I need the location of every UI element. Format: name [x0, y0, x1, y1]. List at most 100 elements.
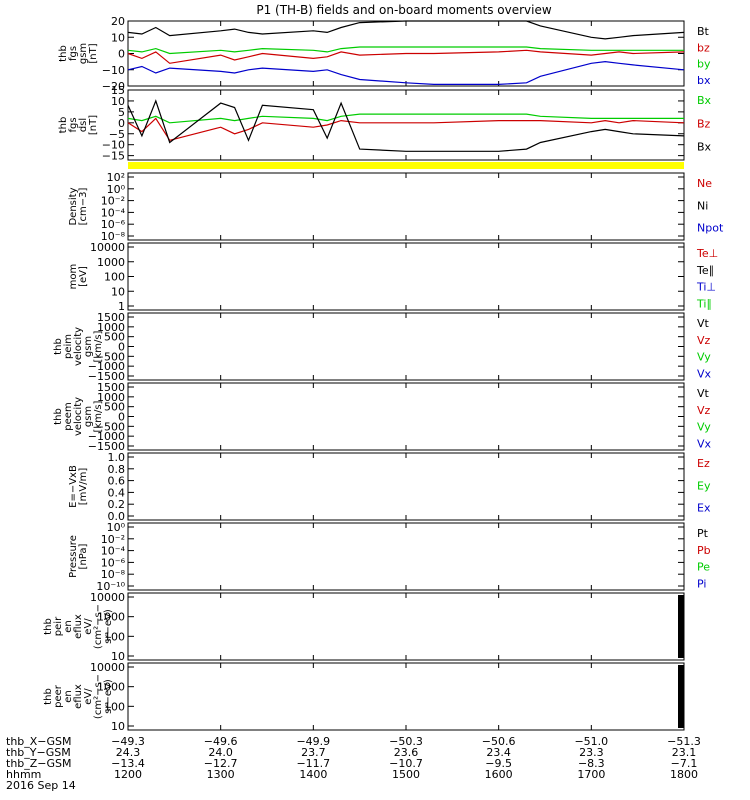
panel-frame: [127, 522, 685, 591]
legend-entry: Ne: [697, 177, 712, 190]
y-axis-label: velocity: [73, 327, 84, 366]
y-axis-label: sr−eV): [103, 609, 114, 644]
y-tick-label: 10⁻⁶: [101, 556, 126, 569]
y-tick-label: 15: [111, 84, 125, 97]
y-tick-label: 10: [111, 650, 125, 663]
y-tick-label: 0: [118, 48, 125, 61]
x-tick-label: 23.4: [486, 746, 511, 759]
x-tick-label: −50.6: [482, 735, 516, 748]
legend-entry: Vy: [697, 351, 711, 364]
panel-fgs-gsm: 20 10 0 −10 −20 thb fgs gsm [nT] Bt bz by bx: [58, 15, 711, 93]
panel-frame: [127, 662, 685, 731]
x-tick-label: −10.7: [389, 757, 423, 770]
series-line-bz: [127, 49, 685, 64]
y-axis-label: dsl: [78, 118, 89, 132]
legend-entry: Ez: [697, 457, 710, 470]
y-tick-label: 10⁻⁴: [101, 545, 126, 558]
y-axis-label: peem: [63, 402, 74, 430]
legend-entry: Npot: [697, 222, 724, 235]
y-axis-label: eflux: [73, 684, 84, 709]
y-tick-label: 0.6: [108, 475, 126, 488]
y-axis-label: peir: [53, 616, 64, 636]
y-tick-label: 20: [111, 15, 125, 28]
y-tick-label: 1000: [97, 681, 125, 694]
y-axis-label: thb: [43, 688, 54, 705]
legend-entry: Bx: [697, 141, 712, 154]
y-tick-label: 100: [104, 630, 125, 643]
y-tick-label: 1500: [97, 311, 125, 324]
y-axis-label: fgs: [68, 46, 79, 61]
legend-entry: bx: [697, 74, 711, 87]
x-tick-label: 1400: [299, 768, 327, 781]
y-tick-label: 1000: [97, 611, 125, 624]
y-tick-label: 10000: [90, 241, 125, 254]
status-bar: [128, 162, 684, 169]
x-tick-label: 23.6: [394, 746, 419, 759]
y-tick-label: 100: [104, 700, 125, 713]
legend-entry: Bx: [697, 94, 712, 107]
legend-entry: Bt: [697, 25, 710, 38]
x-tick-label: −49.9: [296, 735, 330, 748]
x-tick-label: 23.3: [579, 746, 604, 759]
legend-entry: Vz: [697, 334, 711, 347]
y-tick-label: 10⁻⁸: [101, 230, 126, 243]
series-line-bx: [127, 60, 685, 86]
legend-entry: Ni: [697, 199, 708, 212]
x-row-label: thb_Y−GSM: [6, 746, 71, 759]
y-axis-label: thb: [58, 45, 69, 62]
legend-entry: Te⊥: [696, 247, 718, 260]
y-axis-label: (cm²−s−: [93, 604, 104, 649]
y-tick-label: 10000: [90, 591, 125, 604]
y-tick-label: 0.2: [108, 498, 126, 511]
y-tick-label: −10: [102, 139, 125, 152]
y-axis-label: eV/: [83, 618, 94, 635]
x-tick-label: −13.4: [111, 757, 145, 770]
x-tick-label: −51.0: [574, 735, 608, 748]
x-tick-label: −50.3: [389, 735, 423, 748]
heatmap-edge: [678, 595, 684, 658]
y-tick-label: 0: [118, 411, 125, 424]
y-tick-label: 1: [118, 300, 125, 313]
y-tick-label: 0: [118, 341, 125, 354]
panel-frame: [127, 592, 685, 661]
y-tick-label: 500: [104, 331, 125, 344]
y-axis-label: thb: [43, 618, 54, 635]
panel-efield: 1.00.80.60.40.20.0 E=−VxB [mV/m] Ez Ey Ex: [68, 451, 711, 523]
legend-entry: Ey: [697, 479, 711, 492]
x-axis-labels: thb_X−GSM −49.3 −49.6 −49.9 −50.3 −50.6 −51.0 −…: [6, 735, 701, 792]
y-axis-label: [nPa]: [78, 543, 89, 569]
legend-entry: Pt: [697, 527, 709, 540]
y-tick-label: 10⁻⁸: [101, 568, 126, 581]
y-axis-label: en: [63, 620, 74, 633]
y-tick-label: −500: [95, 350, 125, 363]
x-tick-label: 23.1: [672, 746, 697, 759]
y-tick-label: −15: [102, 150, 125, 163]
y-tick-label: −500: [95, 420, 125, 433]
legend-entry: Vt: [697, 387, 710, 400]
y-tick-label: 10⁻²: [101, 533, 125, 546]
y-tick-label: 10⁻⁴: [101, 206, 126, 219]
x-tick-label: −8.3: [578, 757, 605, 770]
y-tick-label: 10⁰: [107, 521, 126, 534]
y-axis-label: eflux: [73, 614, 84, 639]
y-tick-label: 0: [118, 117, 125, 130]
panel-frame: [127, 89, 685, 161]
y-tick-label: 10⁰: [107, 183, 126, 196]
legend-entry: bz: [697, 41, 710, 54]
series-line-by: [127, 46, 684, 55]
x-tick-label: −9.5: [485, 757, 512, 770]
y-tick-label: 1500: [97, 381, 125, 394]
y-tick-label: 10: [111, 285, 125, 298]
y-axis-label: velocity: [73, 397, 84, 436]
panel-frame: [127, 312, 685, 381]
x-tick-label: 23.7: [301, 746, 326, 759]
legend-entry: Vx: [697, 367, 712, 380]
series-line-bx: [127, 113, 684, 124]
y-axis-label: en: [63, 690, 74, 703]
y-tick-label: 10: [111, 720, 125, 733]
panel-frame: [127, 452, 685, 521]
